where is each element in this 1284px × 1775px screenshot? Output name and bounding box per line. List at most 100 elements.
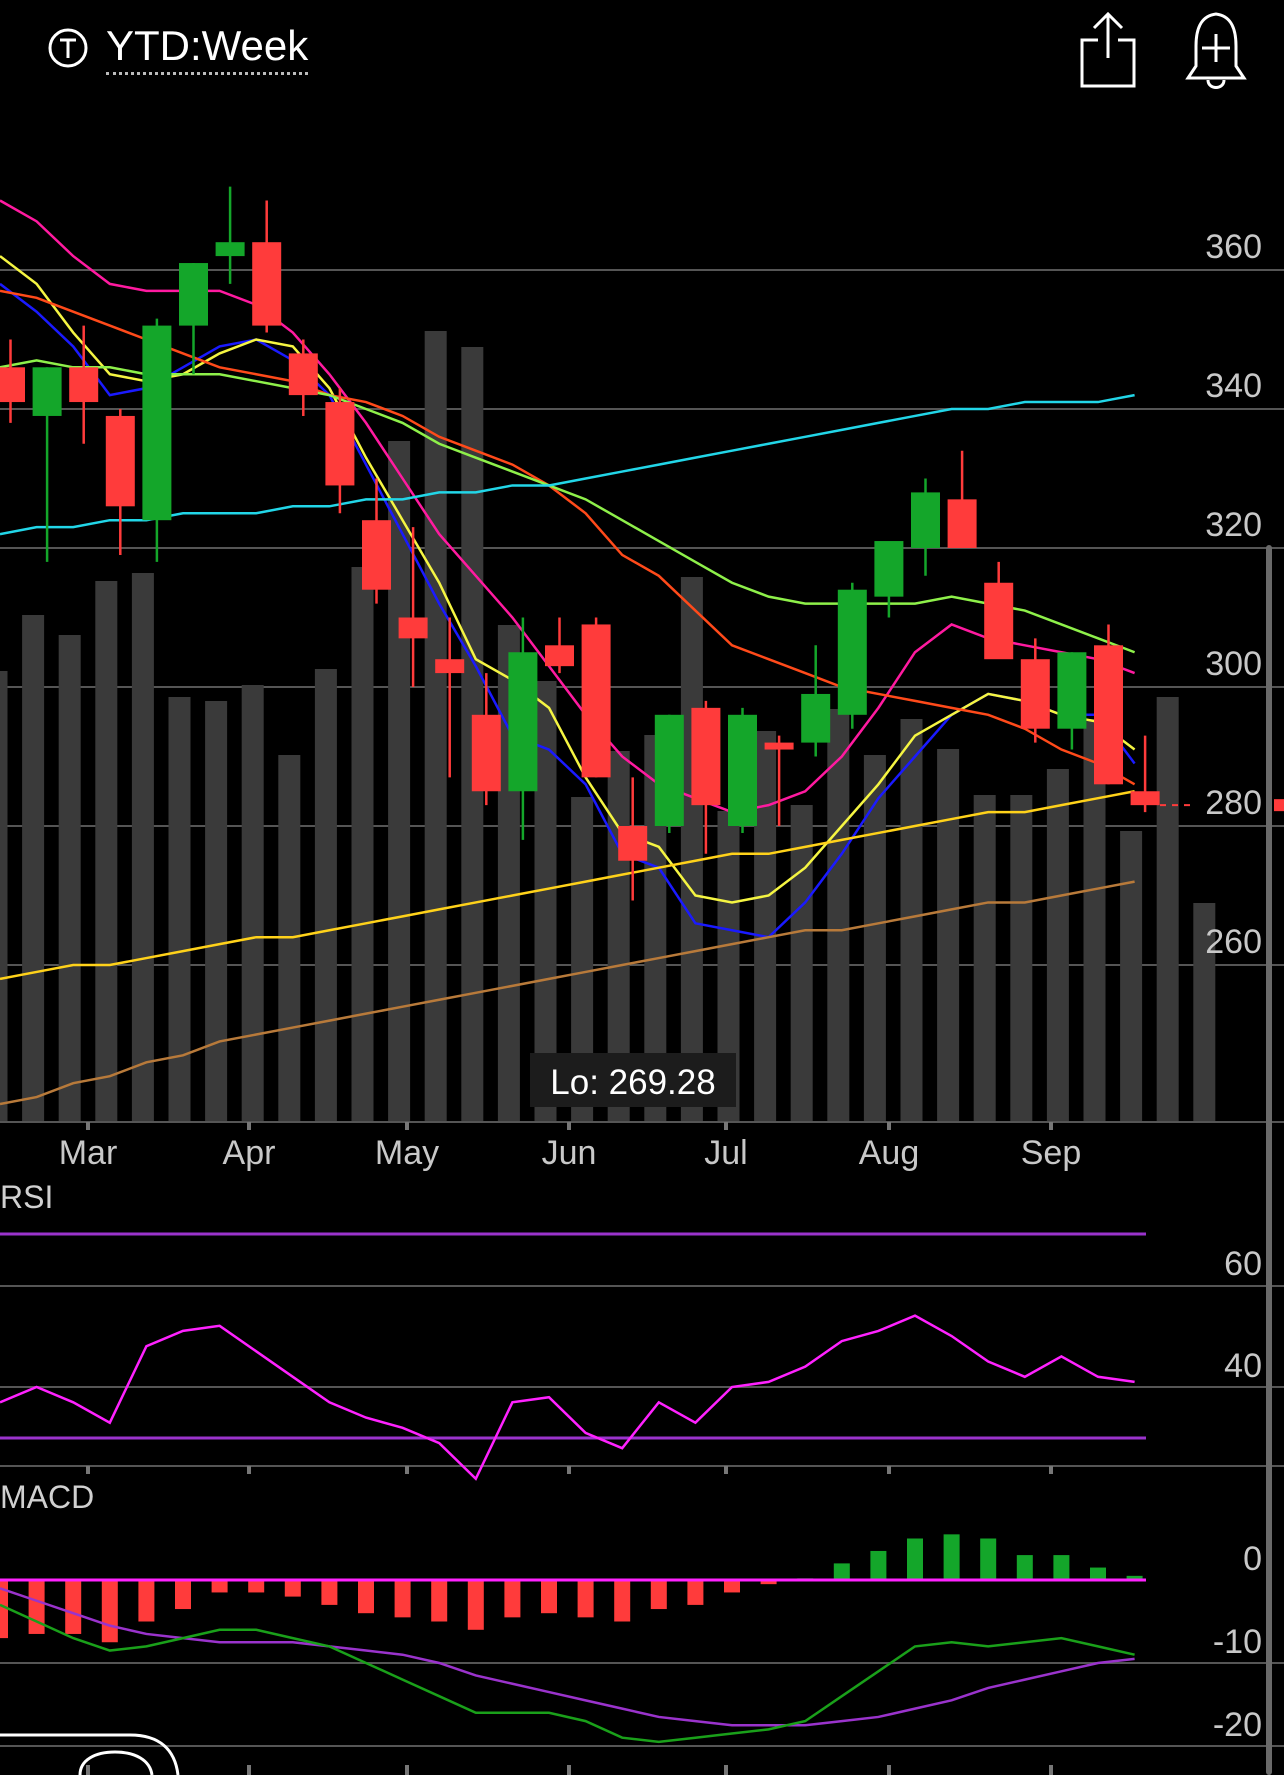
candle-body[interactable] — [179, 263, 208, 326]
volume-bar — [1083, 719, 1106, 1121]
candle-body[interactable] — [947, 499, 977, 548]
moving-average-line — [0, 393, 1135, 536]
price-tick-label: 320 — [1205, 506, 1262, 544]
time-tick-label: Sep — [1021, 1134, 1082, 1172]
macd-histogram-bar — [138, 1580, 155, 1622]
macd-histogram-bar — [907, 1538, 923, 1580]
moving-average-line — [0, 255, 1136, 904]
candle-body[interactable] — [0, 367, 25, 403]
candle-body[interactable] — [362, 520, 391, 590]
rsi-title: RSI — [0, 1179, 53, 1215]
price-tick-label: 340 — [1205, 367, 1262, 405]
candle-body[interactable] — [325, 402, 355, 486]
candle-body[interactable] — [1094, 645, 1123, 785]
macd-histogram-bar — [431, 1580, 448, 1622]
time-tick-label: Mar — [59, 1134, 118, 1172]
candle-body[interactable] — [288, 353, 318, 396]
candle-body[interactable] — [1020, 659, 1050, 729]
volume-bar — [131, 573, 154, 1121]
candle-body[interactable] — [471, 714, 501, 792]
macd-histogram-bar — [650, 1580, 667, 1610]
candlesticks[interactable] — [0, 186, 1284, 901]
candle-body[interactable] — [874, 541, 904, 597]
candle-body[interactable] — [398, 617, 428, 639]
macd-histogram-bar — [504, 1580, 521, 1618]
candle-body[interactable] — [508, 652, 538, 792]
macd-line — [0, 1603, 1135, 1744]
rsi-tick-label: 40 — [1224, 1347, 1262, 1385]
volume-bar — [351, 567, 374, 1121]
volume-bar — [1120, 831, 1143, 1121]
volume-bar — [827, 709, 850, 1121]
candle-body[interactable] — [142, 325, 172, 521]
time-tick-label: Aug — [859, 1134, 920, 1172]
ytd-toggle-icon[interactable] — [48, 28, 88, 68]
candle-body[interactable] — [545, 645, 574, 667]
moving-average-line — [0, 790, 1135, 981]
candle-body[interactable] — [691, 707, 721, 806]
candle-body[interactable] — [1057, 652, 1087, 729]
macd-histogram-bar — [1053, 1555, 1070, 1580]
volume-bar — [1010, 795, 1033, 1121]
candle-body[interactable] — [654, 714, 684, 826]
macd-histogram-bar — [980, 1538, 997, 1580]
macd-histogram-bar — [1126, 1575, 1143, 1580]
volume-bar — [644, 735, 667, 1121]
moving-average-line — [0, 289, 1136, 786]
candle-body[interactable] — [837, 589, 867, 715]
low-annotation-label: Lo: 269.28 — [550, 1063, 715, 1102]
candle-body[interactable] — [105, 415, 135, 507]
candle-body[interactable] — [252, 242, 282, 326]
macd-tick-label: -10 — [1213, 1623, 1262, 1661]
macd-title: MACD — [0, 1479, 94, 1515]
macd-histogram-bar — [284, 1580, 301, 1597]
candle-body[interactable] — [1130, 791, 1160, 806]
rsi-tick-label: 60 — [1224, 1245, 1262, 1283]
add-alert-icon[interactable] — [1180, 8, 1252, 92]
lasso-icon[interactable] — [0, 1733, 180, 1775]
macd-histogram-bar — [175, 1580, 191, 1610]
volume-bar — [205, 701, 228, 1121]
period-selector[interactable]: YTD:Week — [106, 22, 309, 75]
volume-bar — [22, 615, 45, 1121]
price-tick-label: 260 — [1205, 923, 1262, 961]
rsi-panel: RSI 40 60 — [0, 1179, 1284, 1481]
volume-bar — [95, 581, 118, 1121]
macd-histogram-bar — [1090, 1567, 1106, 1580]
volume-bar — [863, 755, 886, 1121]
candle-body[interactable] — [618, 826, 648, 861]
volume-bar — [314, 669, 337, 1121]
macd-histogram-bar — [760, 1580, 777, 1585]
volume-bar — [571, 797, 594, 1121]
macd-histogram-bar — [833, 1563, 850, 1580]
rsi-line — [0, 1314, 1135, 1481]
candle-body[interactable] — [32, 367, 62, 416]
candle-body[interactable] — [215, 242, 245, 257]
time-tick-label: Jul — [704, 1134, 747, 1172]
volume-bar — [241, 685, 264, 1121]
macd-histogram-bar — [101, 1580, 118, 1643]
candle-body[interactable] — [581, 624, 611, 778]
candle-body[interactable] — [911, 492, 940, 548]
candle-body[interactable] — [801, 693, 831, 743]
candle-body[interactable] — [69, 367, 99, 403]
volume-bar — [717, 811, 740, 1121]
macd-histogram-bar — [65, 1580, 82, 1634]
macd-tick-label: 0 — [1243, 1540, 1262, 1578]
macd-histogram-bar — [248, 1580, 265, 1593]
moving-average-line — [0, 282, 1136, 939]
low-annotation: Lo: 269.28 — [530, 1053, 736, 1107]
candle-body[interactable] — [984, 582, 1014, 660]
share-icon[interactable] — [1072, 10, 1144, 90]
candle-body[interactable] — [764, 742, 794, 750]
macd-histogram-bar — [394, 1580, 411, 1618]
candle-body[interactable] — [728, 714, 757, 826]
volume-bar — [168, 697, 191, 1121]
chart-scrollbar[interactable] — [1266, 545, 1272, 1775]
candle-body[interactable] — [435, 659, 465, 674]
price-tick-label: 360 — [1205, 228, 1262, 266]
macd-histogram-bar — [0, 1580, 8, 1639]
macd-histogram-bar — [211, 1580, 228, 1593]
volume-bar — [754, 731, 777, 1121]
